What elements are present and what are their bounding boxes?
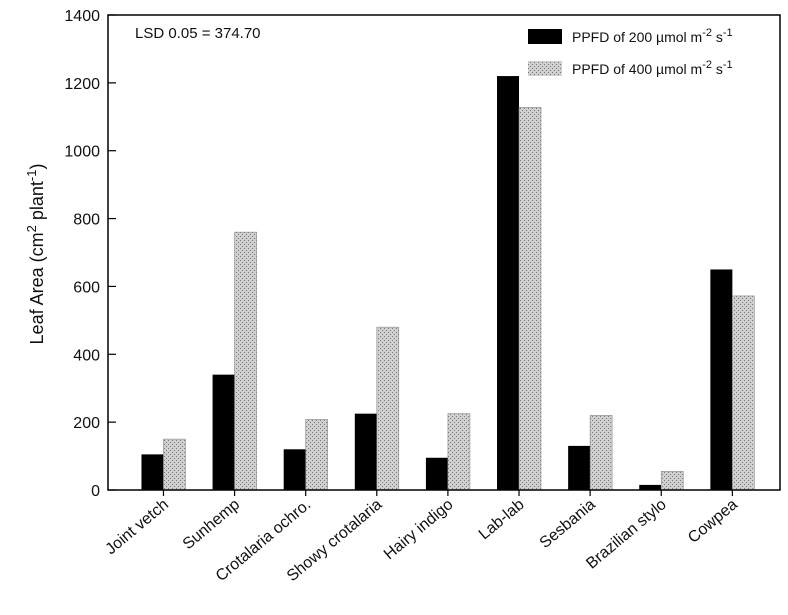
bar-ppfd-200 <box>710 269 733 490</box>
y-tick-label: 1400 <box>64 8 100 25</box>
x-category-label: Joint vetch <box>103 496 173 558</box>
legend-label-ppfd-200: PPFD of 200 µmol m-2 s-1 <box>572 27 733 45</box>
y-axis-ticks: 0 200 400 600 800 1000 1200 1400 <box>64 8 116 500</box>
legend-swatch-ppfd-400 <box>528 61 562 76</box>
bar-ppfd-200 <box>354 413 377 490</box>
y-tick-label: 800 <box>73 212 100 229</box>
legend-label-ppfd-400: PPFD of 400 µmol m-2 s-1 <box>572 59 733 77</box>
bar-ppfd-200 <box>283 449 306 490</box>
x-category-label: Sesbania <box>537 496 599 552</box>
x-category-label: Sunhemp <box>180 496 243 553</box>
legend-swatch-ppfd-200 <box>528 29 562 44</box>
y-axis-title: Leaf Area (cm2 plant-1) <box>24 164 47 345</box>
bar-ppfd-400 <box>732 295 755 491</box>
x-category-label: Lab-lab <box>476 496 528 543</box>
bar-ppfd-200 <box>497 76 520 491</box>
bar-ppfd-400 <box>518 106 542 491</box>
bar-ppfd-400 <box>589 415 613 491</box>
x-category-label: Hairy indigo <box>381 496 457 563</box>
bars <box>141 76 755 491</box>
y-tick-label: 1000 <box>64 144 100 161</box>
bar-ppfd-200 <box>212 374 235 490</box>
plot-frame <box>107 14 781 491</box>
x-category-label: Cowpea <box>685 496 741 547</box>
legend: PPFD of 200 µmol m-2 s-1 PPFD of 400 µmo… <box>528 27 733 77</box>
bar-ppfd-400 <box>660 471 684 491</box>
bar-ppfd-200 <box>141 454 164 490</box>
y-tick-label: 200 <box>73 415 100 432</box>
bar-ppfd-200 <box>568 445 591 490</box>
lsd-annotation: LSD 0.05 = 374.70 <box>135 25 261 42</box>
y-tick-label: 0 <box>91 483 100 500</box>
bar-ppfd-200 <box>425 457 448 490</box>
bar-ppfd-400 <box>305 419 328 491</box>
y-tick-label: 1200 <box>64 76 100 93</box>
bar-ppfd-400 <box>376 326 400 491</box>
y-tick-label: 600 <box>73 279 100 296</box>
y-tick-label: 400 <box>73 347 100 364</box>
bar-ppfd-400 <box>163 438 186 491</box>
bar-ppfd-400 <box>234 231 257 491</box>
bar-ppfd-400 <box>447 413 471 491</box>
bar-ppfd-200 <box>639 484 662 490</box>
